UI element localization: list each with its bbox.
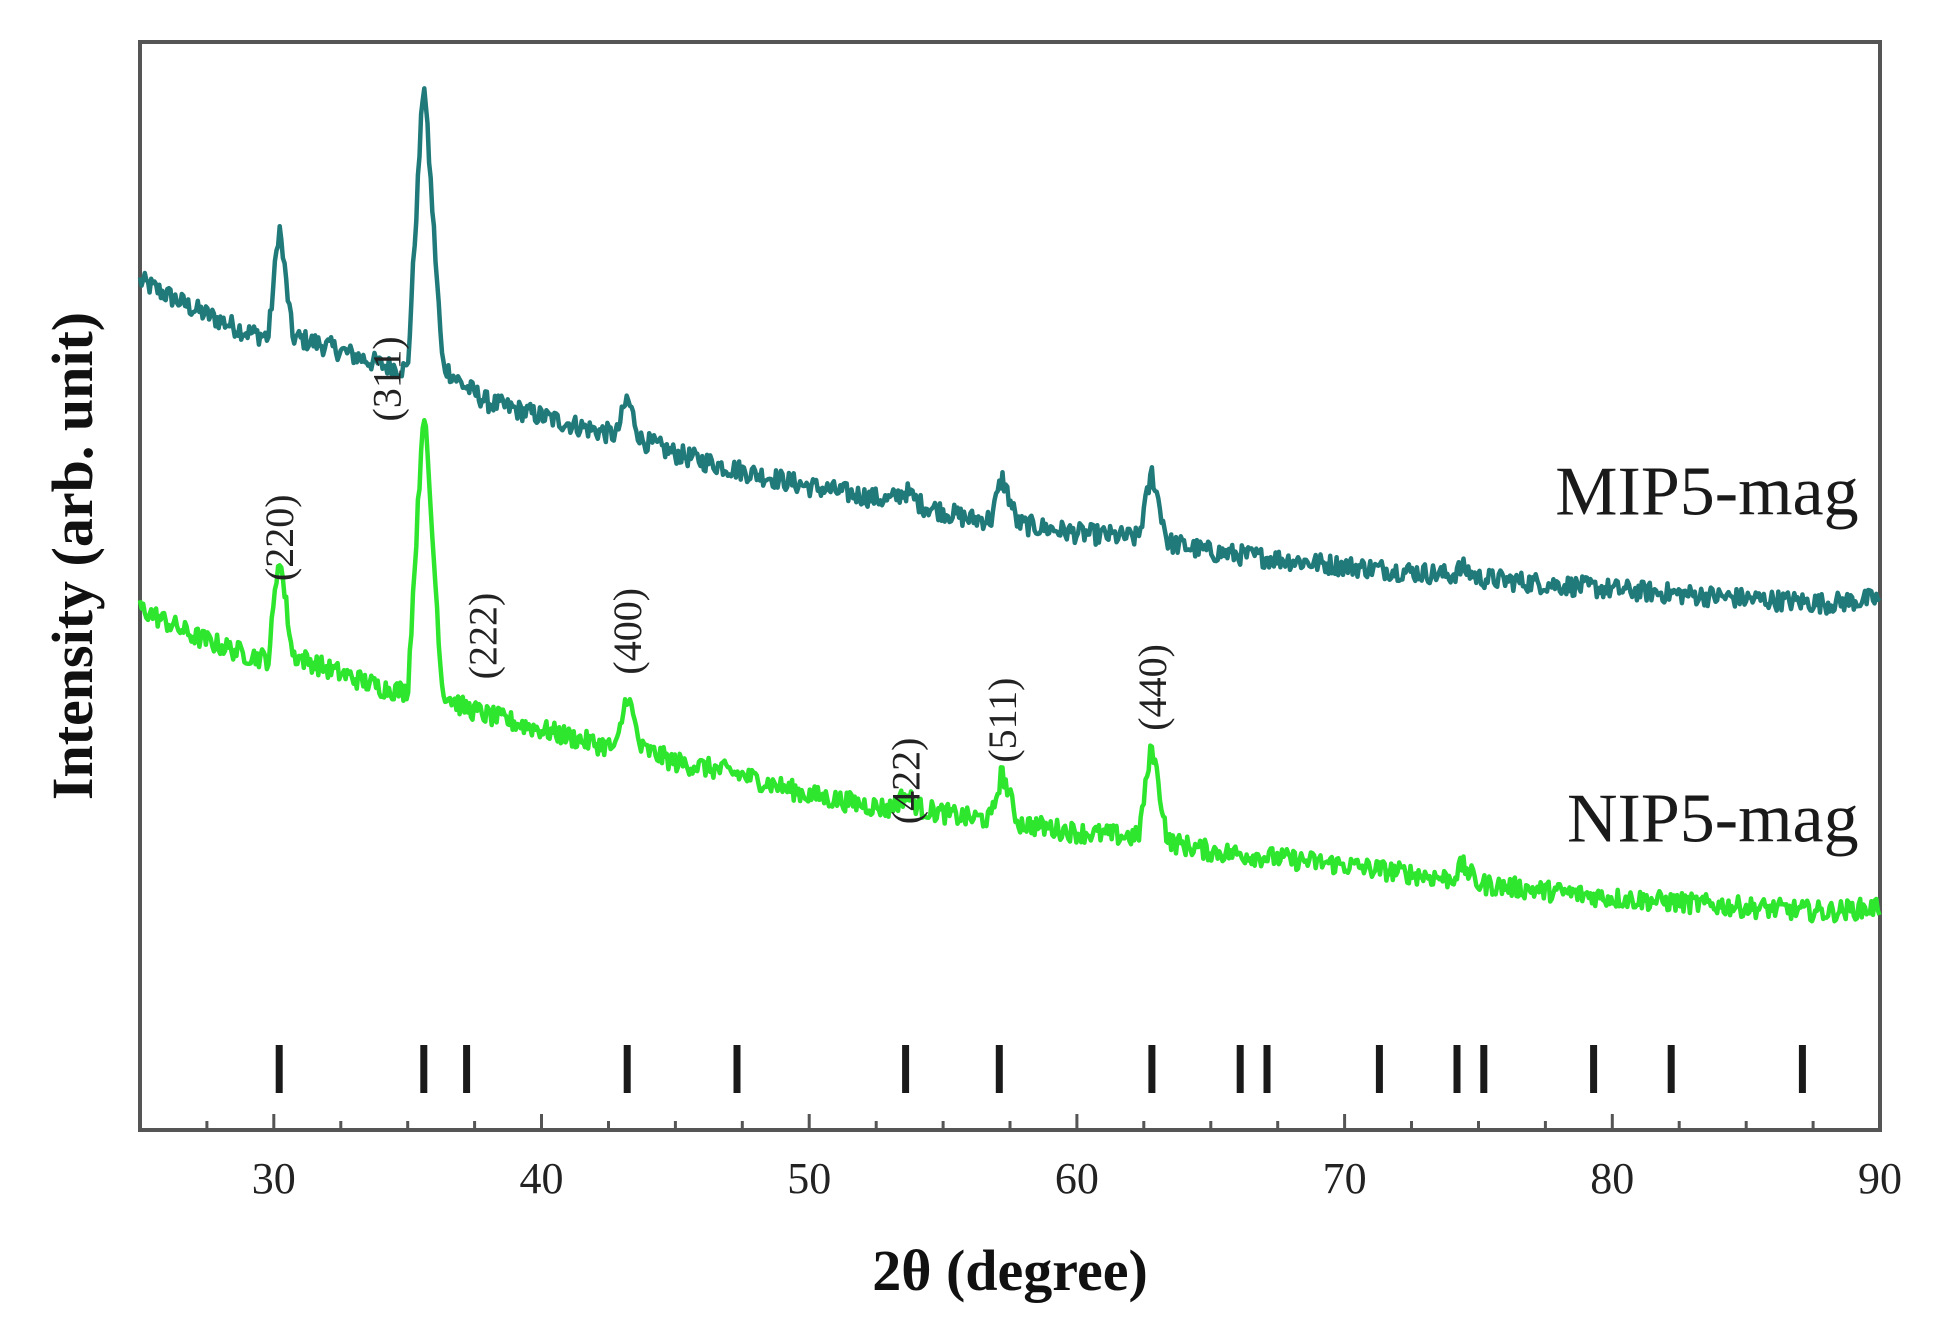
x-tick-label: 40 — [520, 1154, 564, 1203]
series-layer — [137, 86, 1882, 924]
x-tick-label: 60 — [1055, 1154, 1099, 1203]
reference-lines — [275, 1045, 1806, 1093]
x-tick-label: 90 — [1858, 1154, 1902, 1203]
series-line-nip5-mag — [137, 417, 1882, 924]
series-label: NIP5-mag — [1567, 781, 1859, 858]
x-tick-label: 30 — [252, 1154, 296, 1203]
peak-label: (511) — [980, 678, 1025, 763]
x-tick-label: 70 — [1323, 1154, 1367, 1203]
peak-label: (400) — [605, 588, 650, 675]
x-axis: 30 40 50 60 70 80 90 — [138, 1114, 1902, 1203]
peak-label: (422) — [884, 738, 929, 825]
peak-labels: (220) (311) (222) (400) (422) (511) (440) — [257, 336, 1175, 824]
peak-label: (440) — [1130, 644, 1175, 731]
peak-label: (220) — [257, 494, 302, 581]
series-line-mip5-mag — [137, 86, 1882, 616]
y-axis-title: Intensity (arb. unit) — [40, 312, 105, 800]
peak-label: (222) — [461, 593, 506, 680]
x-axis-title: 2θ (degree) — [872, 1238, 1148, 1303]
series-label: MIP5-mag — [1555, 454, 1858, 531]
series-mip5-mag — [137, 86, 1882, 616]
peak-label: (311) — [364, 336, 409, 421]
series-nip5-mag — [137, 417, 1882, 924]
x-tick-label: 50 — [787, 1154, 831, 1203]
series-labels: MIP5-mag NIP5-mag — [1555, 454, 1858, 858]
x-tick-label: 80 — [1590, 1154, 1634, 1203]
